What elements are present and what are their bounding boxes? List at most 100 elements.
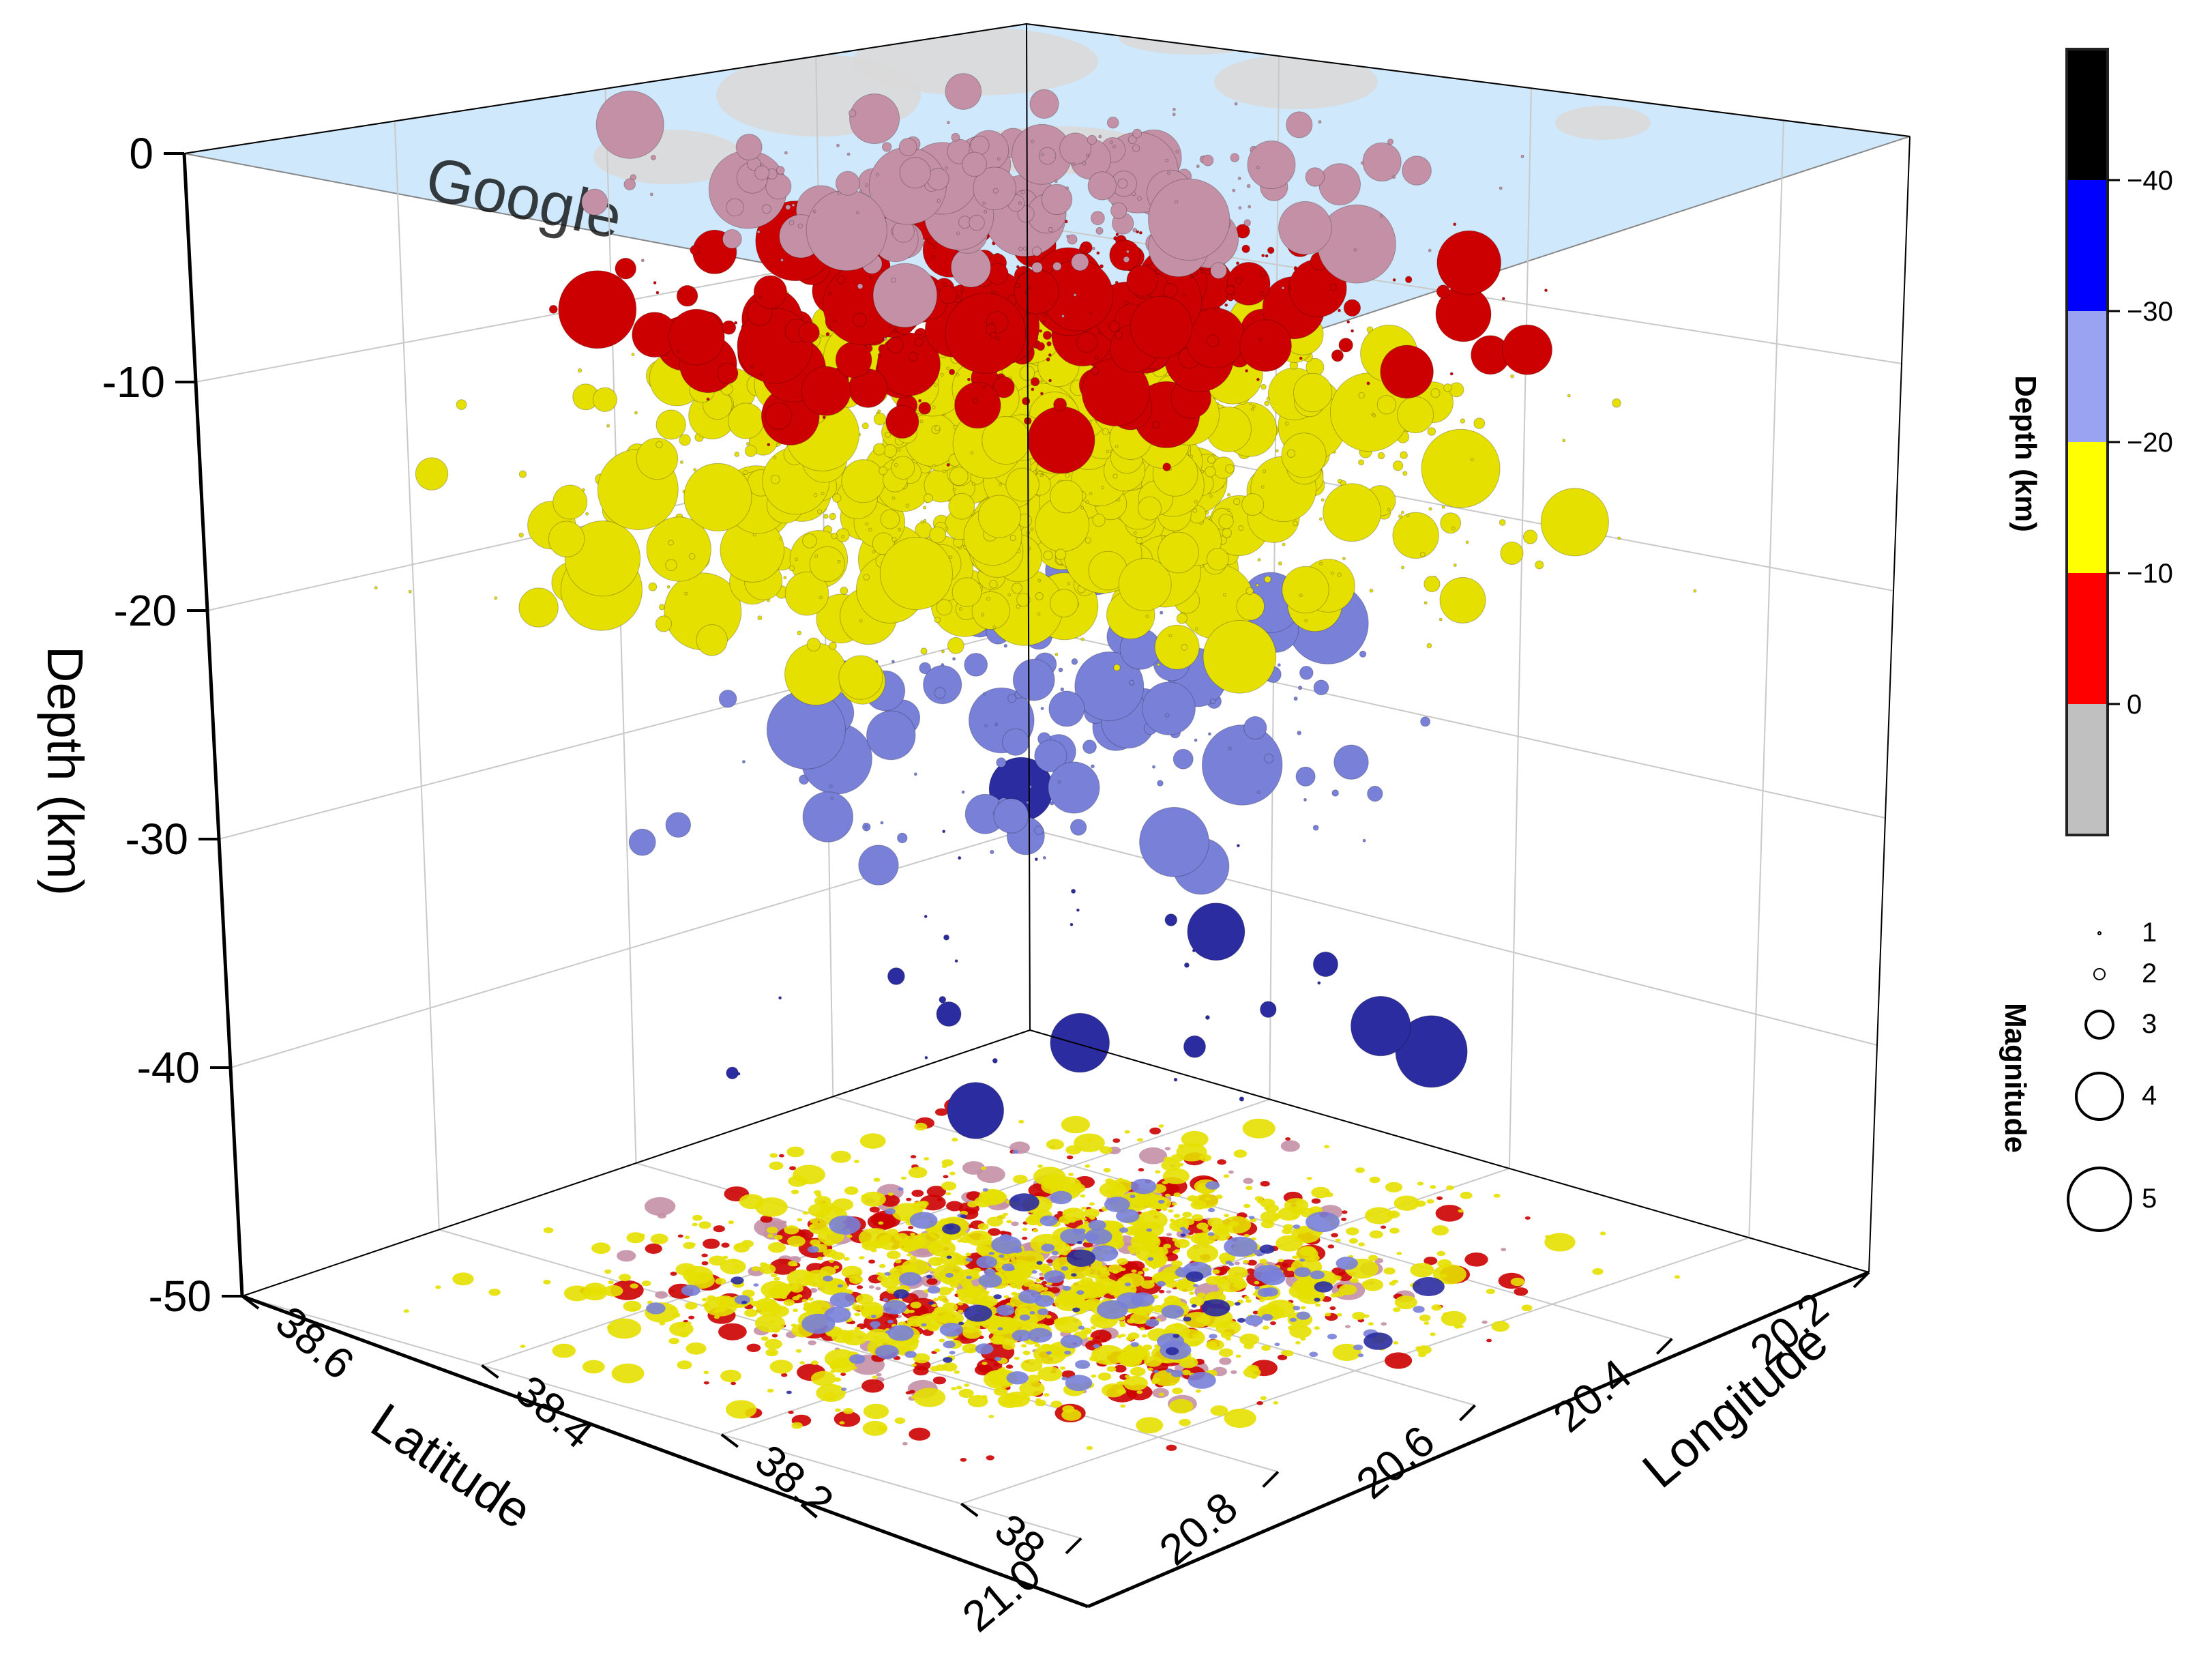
bubble-point (1460, 418, 1466, 424)
bubble-point (693, 468, 697, 472)
bubble-point (858, 845, 899, 885)
floor-point (926, 1186, 946, 1198)
bubble-point (865, 522, 869, 526)
floor-point (844, 1186, 859, 1195)
bubble-point (961, 790, 965, 794)
floor-point (1225, 1325, 1231, 1329)
bubble-point (943, 934, 949, 941)
bubble-point (1264, 753, 1274, 764)
bubble-point (684, 591, 688, 596)
floor-point (1035, 1278, 1042, 1283)
floor-point (1170, 1370, 1183, 1377)
floor-point (900, 1176, 906, 1180)
bubble-point (1078, 244, 1087, 253)
magnitude-legend-circle (2097, 931, 2102, 935)
floor-point (718, 1323, 747, 1341)
floor-point (731, 1381, 737, 1386)
bubble-point (913, 772, 917, 776)
floor-point (611, 1363, 645, 1383)
floor-point (1179, 1418, 1191, 1426)
floor-point (1136, 1138, 1143, 1142)
floor-point (905, 1391, 911, 1395)
floor-point (1430, 1185, 1436, 1189)
floor-point (582, 1360, 605, 1374)
bubble-point (945, 73, 982, 110)
floor-point (988, 1228, 1001, 1236)
floor-point (1036, 1261, 1043, 1265)
floor-point (887, 1319, 894, 1324)
floor-point (910, 1256, 917, 1260)
floor-point (957, 1302, 964, 1306)
floor-point (910, 1232, 916, 1236)
bubble-point (1262, 469, 1267, 473)
bubble-point (1351, 329, 1355, 333)
floor-point (982, 1295, 988, 1299)
floor-point (834, 1408, 841, 1412)
bubble-point (1338, 338, 1353, 353)
magnitude-legend: 1 2 3 4 5 (2067, 918, 2157, 1232)
bubble-point (973, 166, 1016, 211)
floor-point (1059, 1366, 1066, 1370)
bubble-point (1232, 188, 1236, 192)
floor-point (1080, 1194, 1086, 1198)
bubble-point (1048, 690, 1085, 727)
floor-point (1079, 1308, 1085, 1312)
floor-point (928, 1240, 956, 1257)
floor-point (1041, 1281, 1048, 1285)
floor-point (1181, 1369, 1191, 1375)
bubble-point (1239, 1096, 1245, 1102)
floor-point (1114, 1364, 1127, 1373)
floor-point (1283, 1350, 1294, 1357)
bubble-point (1333, 744, 1369, 780)
floor-point (823, 1392, 836, 1401)
floor-point (1207, 1232, 1215, 1236)
bubble-point (1020, 190, 1025, 194)
floor-point (1044, 1270, 1065, 1283)
floor-point (968, 1320, 973, 1323)
floor-point (1093, 1344, 1100, 1349)
floor-point (1299, 1258, 1306, 1262)
bubble-point (880, 821, 884, 825)
gridline (230, 828, 1030, 1068)
floor-point (1389, 1281, 1396, 1286)
floor-point (993, 1387, 1008, 1396)
bubble-point (1029, 89, 1059, 119)
bubble-point (690, 245, 701, 255)
bubble-point (887, 967, 905, 985)
magnitude-legend-label: 5 (2142, 1184, 2157, 1214)
floor-point (884, 1272, 891, 1276)
floor-point (1237, 1317, 1245, 1323)
bubble-point (1205, 466, 1216, 478)
bubble-point (864, 825, 868, 829)
floor-point (1089, 1356, 1099, 1362)
floor-point (746, 1343, 761, 1353)
floor-point (1309, 1351, 1318, 1358)
floor-point (703, 1238, 720, 1249)
map-land-shape (853, 27, 1098, 96)
floor-point (965, 1252, 971, 1257)
bubble-point (1072, 162, 1076, 166)
floor-point (761, 1336, 769, 1341)
floor-point (869, 1206, 880, 1213)
bubble-point (920, 520, 924, 524)
floor-point (1306, 1212, 1340, 1233)
bubble-point (1148, 178, 1230, 261)
bubble-point (374, 586, 378, 590)
colorbar-tick-label: −40 (2127, 166, 2173, 196)
bubble-point (831, 533, 838, 540)
floor-point (1136, 1390, 1143, 1394)
floor-point (1173, 1214, 1181, 1218)
bubble-point (1297, 686, 1303, 690)
bubble-point (1162, 463, 1171, 471)
floor-point (1125, 1336, 1135, 1341)
floor-point (799, 1361, 806, 1365)
bubble-point (1055, 652, 1059, 656)
bubble-point (873, 443, 885, 456)
bubble-point (877, 409, 881, 413)
box-edge (1868, 136, 1911, 1273)
floor-point (765, 1338, 782, 1350)
floor-point (685, 1321, 692, 1325)
floor-point (1191, 1304, 1197, 1308)
floor-point (1051, 1250, 1059, 1256)
floor-point (1146, 1228, 1152, 1232)
